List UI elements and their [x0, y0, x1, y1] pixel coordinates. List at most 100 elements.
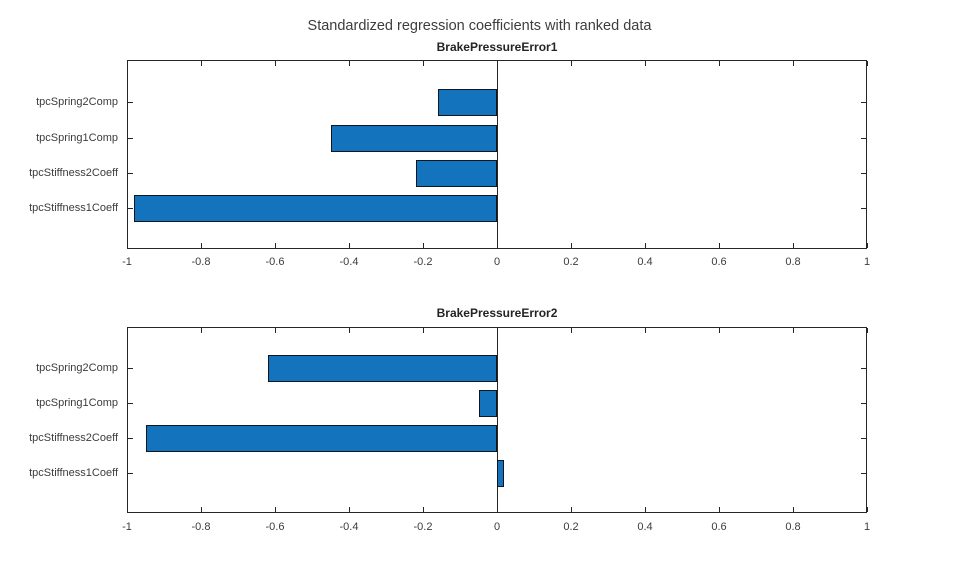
- y-tick-mark: [861, 473, 866, 475]
- x-tick-label--0.2: -0.2: [413, 256, 433, 268]
- zero-line: [496, 327, 498, 513]
- x-tick-label--1: -1: [122, 521, 132, 533]
- y-tick-label-tpcspring2comp: tpcSpring2Comp: [36, 96, 118, 109]
- x-tick-mark: [274, 243, 276, 248]
- bar-tpcspring1comp: [330, 124, 497, 152]
- x-tick-mark: [200, 243, 202, 248]
- x-tick-mark: [422, 507, 424, 512]
- x-tick-label-0: 0: [493, 521, 501, 533]
- x-tick-mark: [496, 507, 498, 512]
- x-tick-mark: [792, 507, 794, 512]
- y-tick-mark: [128, 172, 133, 174]
- x-tick-mark: [866, 507, 868, 512]
- zero-line: [496, 60, 498, 249]
- bar-tpcspring1comp: [478, 390, 497, 418]
- x-tick-mark: [792, 243, 794, 248]
- x-tick-mark: [718, 507, 720, 512]
- y-tick-mark: [861, 368, 866, 370]
- y-tick-mark: [128, 102, 133, 104]
- x-tick-mark: [348, 507, 350, 512]
- figure-title: Standardized regression coefficients wit…: [307, 18, 652, 34]
- x-tick-mark: [718, 243, 720, 248]
- x-tick-mark: [496, 61, 498, 66]
- x-tick-mark: [422, 243, 424, 248]
- x-tick-mark: [792, 328, 794, 333]
- bar-tpcspring2comp: [437, 89, 497, 117]
- x-tick-label-1: 1: [863, 256, 871, 268]
- y-tick-mark: [128, 137, 133, 139]
- x-tick-mark: [274, 61, 276, 66]
- y-tick-label-tpcspring1comp: tpcSpring1Comp: [36, 131, 118, 144]
- bar-tpcstiffness1coeff: [134, 195, 497, 223]
- x-tick-mark: [644, 328, 646, 333]
- x-tick-label--0.4: -0.4: [339, 256, 359, 268]
- x-tick-label-0.8: 0.8: [785, 521, 801, 533]
- y-tick-mark: [861, 403, 866, 405]
- x-tick-mark: [496, 328, 498, 333]
- chart-title: BrakePressureError2: [436, 306, 558, 320]
- chart-title: BrakePressureError1: [436, 40, 558, 54]
- x-tick-mark: [348, 328, 350, 333]
- x-tick-label--0.8: -0.8: [191, 256, 211, 268]
- x-tick-mark: [570, 243, 572, 248]
- y-tick-mark: [861, 208, 866, 210]
- x-tick-label-0.4: 0.4: [637, 256, 653, 268]
- x-tick-mark: [126, 61, 128, 66]
- bar-tpcstiffness1coeff: [497, 460, 505, 488]
- x-tick-label-1: 1: [863, 521, 871, 533]
- y-tick-label-tpcstiffness2coeff: tpcStiffness2Coeff: [29, 432, 118, 445]
- x-tick-mark: [126, 328, 128, 333]
- y-tick-mark: [861, 137, 866, 139]
- x-tick-label-0.2: 0.2: [563, 521, 579, 533]
- x-tick-mark: [274, 507, 276, 512]
- y-tick-mark: [128, 208, 133, 210]
- x-tick-mark: [866, 243, 868, 248]
- x-tick-label--0.2: -0.2: [413, 521, 433, 533]
- y-tick-label-tpcspring2comp: tpcSpring2Comp: [36, 362, 118, 375]
- x-tick-label--0.8: -0.8: [191, 521, 211, 533]
- y-tick-label-tpcstiffness1coeff: tpcStiffness1Coeff: [29, 467, 118, 480]
- x-tick-mark: [126, 507, 128, 512]
- x-tick-mark: [274, 328, 276, 333]
- x-tick-mark: [570, 61, 572, 66]
- x-tick-label-0.4: 0.4: [637, 521, 653, 533]
- x-tick-mark: [348, 61, 350, 66]
- x-tick-mark: [644, 507, 646, 512]
- x-tick-mark: [126, 243, 128, 248]
- y-tick-mark: [861, 172, 866, 174]
- x-tick-mark: [200, 61, 202, 66]
- y-tick-mark: [861, 438, 866, 440]
- x-tick-label-0: 0: [493, 256, 501, 268]
- x-tick-mark: [792, 61, 794, 66]
- y-tick-mark: [128, 438, 133, 440]
- y-tick-label-tpcstiffness1coeff: tpcStiffness1Coeff: [29, 202, 118, 215]
- bar-tpcstiffness2coeff: [145, 425, 497, 453]
- x-tick-mark: [200, 328, 202, 333]
- x-tick-label--0.6: -0.6: [265, 521, 285, 533]
- x-tick-mark: [200, 507, 202, 512]
- x-tick-label-0.2: 0.2: [563, 256, 579, 268]
- x-tick-mark: [866, 328, 868, 333]
- bar-tpcspring2comp: [267, 355, 497, 383]
- y-tick-label-tpcstiffness2coeff: tpcStiffness2Coeff: [29, 166, 118, 179]
- x-tick-label-0.6: 0.6: [711, 256, 727, 268]
- x-tick-label--0.6: -0.6: [265, 256, 285, 268]
- x-tick-mark: [866, 61, 868, 66]
- x-tick-label-0.8: 0.8: [785, 256, 801, 268]
- y-tick-label-tpcspring1comp: tpcSpring1Comp: [36, 397, 118, 410]
- x-tick-mark: [348, 243, 350, 248]
- x-tick-mark: [718, 61, 720, 66]
- x-tick-label-0.6: 0.6: [711, 521, 727, 533]
- x-tick-mark: [644, 243, 646, 248]
- x-tick-mark: [422, 328, 424, 333]
- x-tick-mark: [718, 328, 720, 333]
- y-tick-mark: [861, 102, 866, 104]
- x-tick-mark: [496, 243, 498, 248]
- x-tick-mark: [570, 328, 572, 333]
- x-tick-mark: [570, 507, 572, 512]
- x-tick-label--1: -1: [122, 256, 132, 268]
- x-tick-mark: [644, 61, 646, 66]
- y-tick-mark: [128, 368, 133, 370]
